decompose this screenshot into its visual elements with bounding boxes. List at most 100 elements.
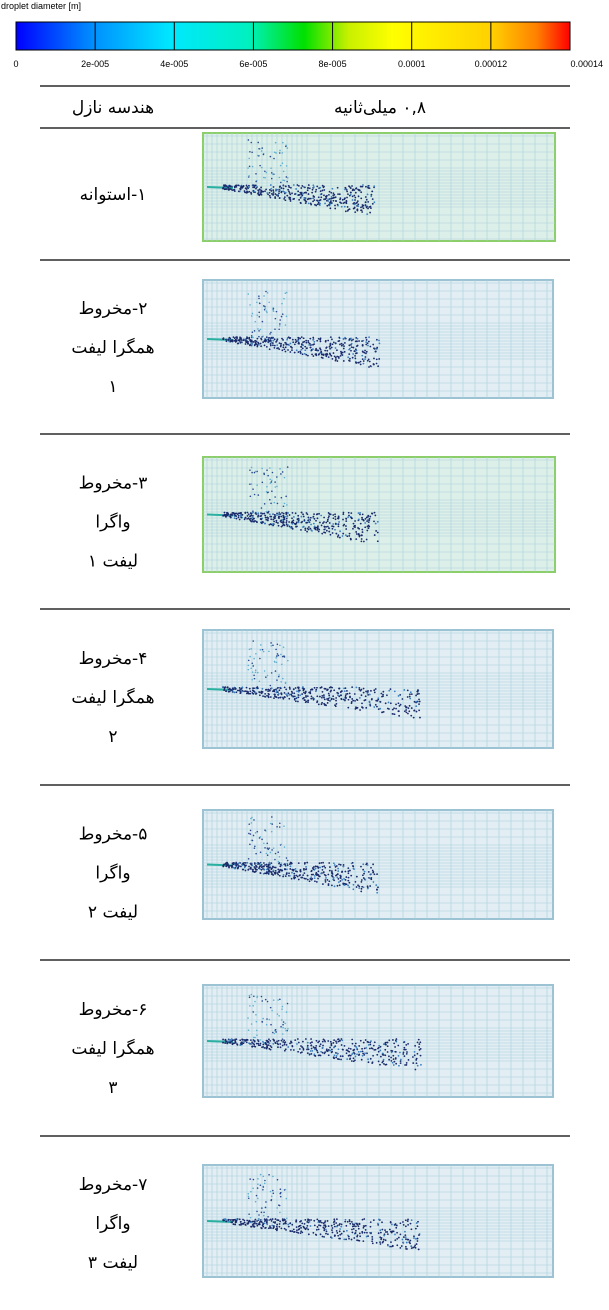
droplet <box>280 182 282 184</box>
droplet <box>225 690 227 692</box>
droplet <box>258 194 260 196</box>
droplet <box>379 1064 381 1066</box>
droplet <box>253 835 255 837</box>
droplet <box>392 1039 394 1041</box>
droplet <box>325 526 327 528</box>
droplet <box>395 1063 397 1065</box>
droplet <box>311 192 313 194</box>
droplet <box>260 1184 262 1186</box>
droplet <box>260 851 262 853</box>
droplet <box>249 690 251 692</box>
droplet <box>286 339 288 341</box>
droplet <box>323 186 325 188</box>
droplet <box>262 1018 264 1020</box>
droplet <box>254 678 256 680</box>
droplet <box>408 710 410 712</box>
droplet <box>357 208 359 210</box>
droplet <box>274 514 276 516</box>
droplet <box>357 200 359 202</box>
droplet <box>298 343 300 345</box>
colorbar-tick-label: 0.00012 <box>475 59 508 69</box>
droplet <box>261 839 263 841</box>
droplet <box>268 873 270 875</box>
droplet <box>248 158 250 160</box>
droplet <box>322 862 324 864</box>
droplet <box>269 189 271 191</box>
droplet <box>283 344 285 346</box>
droplet <box>373 520 375 522</box>
droplet <box>304 198 306 200</box>
droplet <box>304 1219 306 1221</box>
droplet <box>356 886 358 888</box>
droplet <box>263 869 265 871</box>
droplet <box>285 522 287 524</box>
droplet <box>274 481 276 483</box>
droplet <box>261 507 263 509</box>
droplet <box>295 188 297 190</box>
droplet <box>268 1038 270 1040</box>
droplet <box>313 513 315 515</box>
droplet <box>411 693 413 695</box>
droplet <box>260 872 262 874</box>
droplet <box>367 193 369 195</box>
droplet <box>364 522 366 524</box>
droplet <box>315 349 317 351</box>
droplet <box>226 1042 228 1044</box>
row-label: لیفت ۲ <box>88 903 138 923</box>
droplet <box>375 688 377 690</box>
droplet <box>352 339 354 341</box>
droplet <box>270 516 272 518</box>
droplet <box>350 539 352 541</box>
droplet <box>367 885 369 887</box>
droplet <box>304 1223 306 1225</box>
droplet <box>377 1223 379 1225</box>
droplet <box>235 1222 237 1224</box>
droplet <box>306 1227 308 1229</box>
droplet <box>286 176 288 178</box>
droplet <box>251 151 253 153</box>
droplet <box>308 1233 310 1235</box>
droplet <box>340 355 342 357</box>
droplet <box>232 688 234 690</box>
droplet <box>261 688 263 690</box>
droplet <box>283 874 285 876</box>
droplet <box>304 353 306 355</box>
droplet <box>279 319 281 321</box>
droplet <box>307 1042 309 1044</box>
droplet <box>416 1062 418 1064</box>
droplet <box>248 1197 250 1199</box>
droplet <box>388 1059 390 1061</box>
droplet <box>338 878 340 880</box>
droplet <box>330 202 332 204</box>
droplet <box>264 515 266 517</box>
droplet <box>269 866 271 868</box>
droplet <box>273 693 275 695</box>
droplet <box>252 869 254 871</box>
droplet <box>362 874 364 876</box>
droplet <box>329 513 331 515</box>
droplet <box>327 1040 329 1042</box>
droplet <box>345 687 347 689</box>
droplet <box>370 195 372 197</box>
droplet <box>299 1225 301 1227</box>
droplet <box>377 521 379 523</box>
droplet <box>297 1038 299 1040</box>
droplet <box>353 1228 355 1230</box>
droplet <box>280 516 282 518</box>
droplet <box>358 512 360 514</box>
droplet <box>232 1040 234 1042</box>
droplet <box>253 1043 255 1045</box>
droplet <box>342 354 344 356</box>
droplet <box>363 1227 365 1229</box>
droplet <box>256 1021 258 1023</box>
droplet <box>375 884 377 886</box>
droplet <box>255 832 257 834</box>
droplet <box>253 995 255 997</box>
droplet <box>276 1224 278 1226</box>
droplet <box>285 346 287 348</box>
droplet <box>258 316 260 318</box>
droplet <box>374 1041 376 1043</box>
droplet <box>292 339 294 341</box>
droplet <box>261 150 263 152</box>
droplet <box>275 1031 277 1033</box>
